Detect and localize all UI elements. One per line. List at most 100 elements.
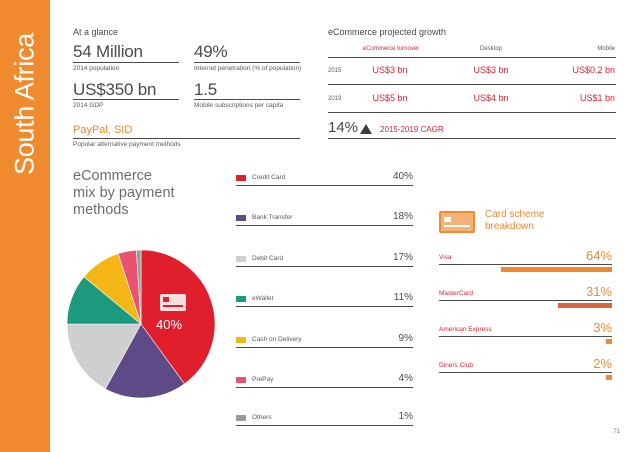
payment-methods-value: PayPal, SID <box>73 124 133 136</box>
legend-value: 18% <box>392 211 413 222</box>
desktop-2019: US$4 bn <box>473 93 509 103</box>
divider <box>328 138 616 139</box>
mix-title: eCommerce mix by payment methods <box>73 168 175 219</box>
divider <box>439 336 612 337</box>
legend-swatch <box>236 415 246 421</box>
divider <box>439 264 612 265</box>
scheme-item: Diners Club 2% <box>439 356 612 386</box>
row-year: 2015 <box>328 68 342 74</box>
pie-slice-credit-card <box>140 249 216 385</box>
up-arrow-icon <box>360 124 372 134</box>
legend-label: eWallet <box>252 295 274 302</box>
legend-value: 9% <box>398 333 413 344</box>
legend-value: 11% <box>393 292 413 303</box>
divider <box>236 425 413 426</box>
scheme-pct: 2% <box>593 356 612 371</box>
mix-title-line: eCommerce <box>73 168 152 184</box>
divider <box>194 62 300 63</box>
col-desktop: Desktop <box>479 46 502 52</box>
legend-value: 1% <box>398 411 413 422</box>
scheme-item: MasterCard 31% <box>439 284 612 314</box>
legend-swatch <box>236 256 246 262</box>
divider <box>439 372 612 373</box>
mobile-2019: US$1 bn <box>579 93 615 103</box>
credit-card-icon <box>439 211 475 233</box>
scheme-label: American Express <box>439 326 492 333</box>
population-value: 54 Million <box>73 42 143 61</box>
population-label: 2014 population <box>73 65 120 72</box>
scheme-item: American Express 3% <box>439 320 612 350</box>
col-turnover: eCommerce turnover <box>362 46 420 52</box>
divider <box>328 84 616 85</box>
pie-slice-bank-transfer <box>104 323 185 399</box>
cagr-value: 14% <box>328 119 359 136</box>
turnover-2015: US$3 bn <box>372 65 408 75</box>
mix-title-line: mix by payment <box>73 185 175 201</box>
legend-label: Credit Card <box>252 174 286 181</box>
divider <box>73 62 179 63</box>
scheme-pct: 31% <box>585 284 612 299</box>
scheme-title-line: Card scheme <box>485 209 545 220</box>
legend-item: Others 1% <box>236 411 413 426</box>
scheme-item: Visa 64% <box>439 248 612 278</box>
highlight-pct-label: 40% <box>156 317 183 332</box>
mobile-value: 1.5 <box>194 80 218 99</box>
legend-value: 40% <box>392 171 413 182</box>
scheme-pct: 64% <box>585 248 612 263</box>
payment-mix-pie-chart <box>66 249 216 399</box>
legend-item: PrePay 4% <box>236 373 413 388</box>
legend-item: Bank Transfer 18% <box>236 211 413 226</box>
pie-slice-debit-card <box>66 323 142 390</box>
scheme-bar <box>501 267 612 272</box>
legend-swatch <box>236 337 246 343</box>
legend-item: Cash on Delivery 9% <box>236 333 413 348</box>
divider <box>328 112 616 113</box>
page-number: 71 <box>613 429 620 435</box>
divider <box>328 57 616 58</box>
desktop-2015: US$3 bn <box>473 65 509 75</box>
divider <box>439 300 612 301</box>
col-mobile: Mobile <box>597 46 615 52</box>
growth-heading: eCommerce projected growth <box>328 27 447 37</box>
country-title: South Africa <box>9 33 40 175</box>
divider <box>73 99 179 100</box>
penetration-value: 49% <box>194 42 228 61</box>
country-banner: South Africa <box>0 0 50 452</box>
scheme-label: Visa <box>439 254 452 261</box>
mobile-label: Mobile subscriptions per capita <box>194 102 284 109</box>
legend-swatch <box>236 377 246 383</box>
legend-item: eWallet 11% <box>236 292 413 307</box>
divider <box>194 99 300 100</box>
mix-title-line: methods <box>73 202 129 218</box>
mobile-2015: US$0.2 bn <box>572 65 615 75</box>
divider <box>73 138 300 139</box>
legend-item: Debit Card 17% <box>236 252 413 267</box>
divider <box>236 225 413 226</box>
gdp-value: US$350 bn <box>73 80 157 99</box>
scheme-title: Card scheme breakdown <box>485 209 544 233</box>
legend-swatch <box>236 175 246 181</box>
scheme-bar <box>606 375 612 380</box>
scheme-bar <box>558 303 612 308</box>
divider <box>236 387 413 388</box>
row-year: 2019 <box>328 96 342 102</box>
legend-value: 17% <box>392 252 413 263</box>
legend-label: PrePay <box>252 376 274 383</box>
cagr-label: 2015-2019 CAGR <box>380 125 444 134</box>
divider <box>236 266 413 267</box>
legend-label: Debit Card <box>252 255 284 262</box>
payment-methods-label: Popular alternative payment methods <box>73 141 181 148</box>
scheme-bar <box>606 339 612 344</box>
legend-swatch <box>236 296 246 302</box>
divider <box>236 347 413 348</box>
legend-label: Cash on Delivery <box>252 336 302 343</box>
credit-card-icon <box>160 294 186 311</box>
legend-label: Others <box>252 414 272 421</box>
divider <box>236 306 413 307</box>
legend-swatch <box>236 215 246 221</box>
penetration-label: Internet penetration (% of population) <box>194 65 302 72</box>
scheme-label: MasterCard <box>439 290 473 297</box>
pie-slice-others <box>136 249 142 325</box>
legend-label: Bank Transfer <box>252 214 293 221</box>
legend-item: Credit Card 40% <box>236 171 413 186</box>
